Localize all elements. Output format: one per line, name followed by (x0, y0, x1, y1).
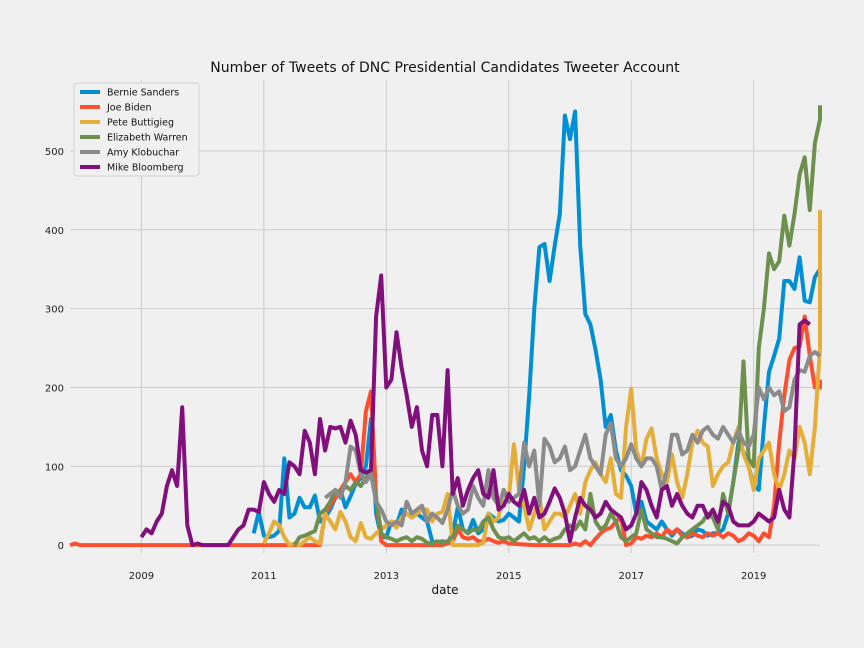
y-tick-label-200: 200 (45, 383, 64, 394)
legend-label-amy-klobuchar: Amy Klobuchar (107, 148, 179, 159)
series-line-amy-klobuchar (323, 350, 822, 528)
x-tick-label-2019: 2019 (741, 571, 766, 582)
y-tick-label-400: 400 (45, 226, 64, 237)
legend-label-elizabeth-warren: Elizabeth Warren (107, 133, 188, 144)
y-tick-label-0: 0 (58, 541, 64, 552)
legend-label-pete-buttigieg: Pete Buttigieg (107, 118, 174, 129)
series-line-pete-buttigieg (262, 210, 822, 548)
x-tick-label-2015: 2015 (496, 571, 521, 582)
x-axis-label: date (431, 583, 458, 597)
x-tick-label-2009: 2009 (129, 571, 154, 582)
y-tick-label-500: 500 (45, 147, 64, 158)
tick-labels: 0 100 200 300 400 500 2009 2011 2013 2015 2017 2019 (45, 147, 766, 582)
chart-title: Number of Tweets of DNC Presidential Can… (210, 60, 680, 76)
legend-box (73, 82, 200, 177)
y-tick-label-100: 100 (45, 462, 64, 473)
legend-label-mike-bloomberg: Mike Bloomberg (107, 163, 184, 174)
series-line-mike-bloomberg (139, 273, 812, 548)
series-line-elizabeth-warren (292, 105, 822, 547)
x-tick-label-2011: 2011 (251, 571, 276, 582)
series-lines (69, 105, 822, 548)
x-tick-label-2017: 2017 (618, 571, 643, 582)
legend-label-joe-biden: Joe Biden (106, 103, 152, 114)
legend-label-bernie-sanders: Bernie Sanders (107, 88, 179, 99)
legend: Bernie Sanders Joe Biden Pete Buttigieg Eli… (73, 82, 200, 177)
y-tick-label-300: 300 (45, 305, 64, 316)
x-tick-label-2013: 2013 (374, 571, 399, 582)
